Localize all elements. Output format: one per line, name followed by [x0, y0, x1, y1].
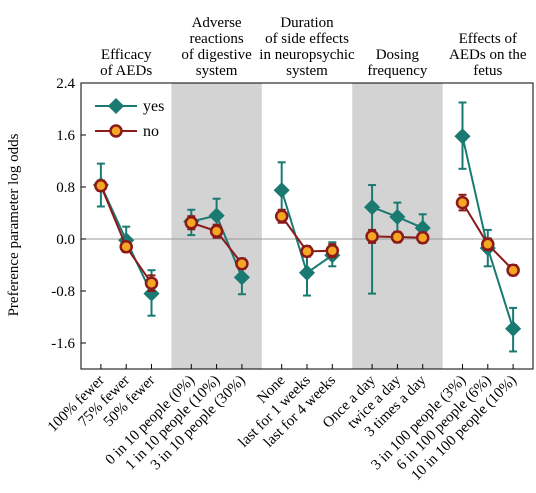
- group-title-line: AEDs on the: [449, 47, 527, 63]
- point-no: [415, 230, 430, 245]
- group-title-line: frequency: [367, 63, 427, 79]
- point-no: [390, 230, 405, 244]
- group-title-line: system: [196, 63, 238, 79]
- point-no: [481, 237, 495, 251]
- group-title-line: of digestive: [181, 47, 252, 63]
- point-no: [300, 244, 314, 259]
- point-yes: [233, 269, 250, 286]
- group-title-line: Adverse: [192, 15, 242, 31]
- point-yes: [389, 208, 406, 225]
- point-no: [119, 240, 133, 254]
- point-no: [94, 178, 108, 193]
- y-tick-label: 0.8: [56, 180, 75, 196]
- group-title-line: of side effects: [265, 31, 349, 47]
- group-title-line: reactions: [190, 31, 244, 47]
- axes-layer: 2.4 1.6 0.8 0.0 -0.8 -1.6: [51, 76, 534, 370]
- point-no: [455, 195, 470, 210]
- group-title-line: in neuropsychic: [259, 47, 355, 63]
- point-no: [365, 229, 379, 244]
- y-tick-label: -1.6: [51, 336, 75, 352]
- point-no: [235, 256, 249, 271]
- group-title-line: system: [286, 63, 328, 79]
- y-axis-label: Preference parameter log odds: [6, 133, 22, 316]
- legend: yes no: [95, 97, 164, 140]
- legend-marker-no: [109, 124, 123, 138]
- y-tick-label: 2.4: [56, 76, 75, 92]
- y-tick-label: 1.6: [56, 128, 75, 144]
- x-tick-label: 10 in 100 people (10%): [408, 373, 519, 484]
- point-no: [209, 224, 224, 238]
- y-tick-label: 0.0: [56, 232, 75, 248]
- point-yes: [364, 199, 381, 216]
- point-no: [325, 243, 340, 258]
- point-yes: [454, 128, 471, 145]
- point-yes: [505, 320, 522, 337]
- point-no: [184, 216, 199, 230]
- point-no: [144, 276, 159, 290]
- group-title-line: Duration: [280, 15, 334, 31]
- point-yes: [298, 264, 316, 281]
- series-no: [94, 178, 520, 292]
- legend-marker-yes: [107, 97, 125, 115]
- y-tick-label: -0.8: [51, 284, 75, 300]
- group-title-line: Dosing: [376, 47, 420, 63]
- point-yes: [208, 207, 225, 224]
- group-title-line: Effects of: [459, 31, 517, 47]
- legend-label-yes: yes: [143, 98, 164, 115]
- group-title-line: of AEDs: [100, 63, 152, 79]
- legend-label-no: no: [143, 123, 159, 140]
- point-yes: [273, 182, 290, 199]
- group-title-line: fetus: [473, 63, 502, 79]
- point-no: [274, 209, 289, 223]
- group-title-line: Efficacy: [101, 47, 152, 63]
- point-no: [506, 263, 520, 277]
- group-shading-layer: [171, 83, 443, 369]
- series-layer: [92, 101, 522, 353]
